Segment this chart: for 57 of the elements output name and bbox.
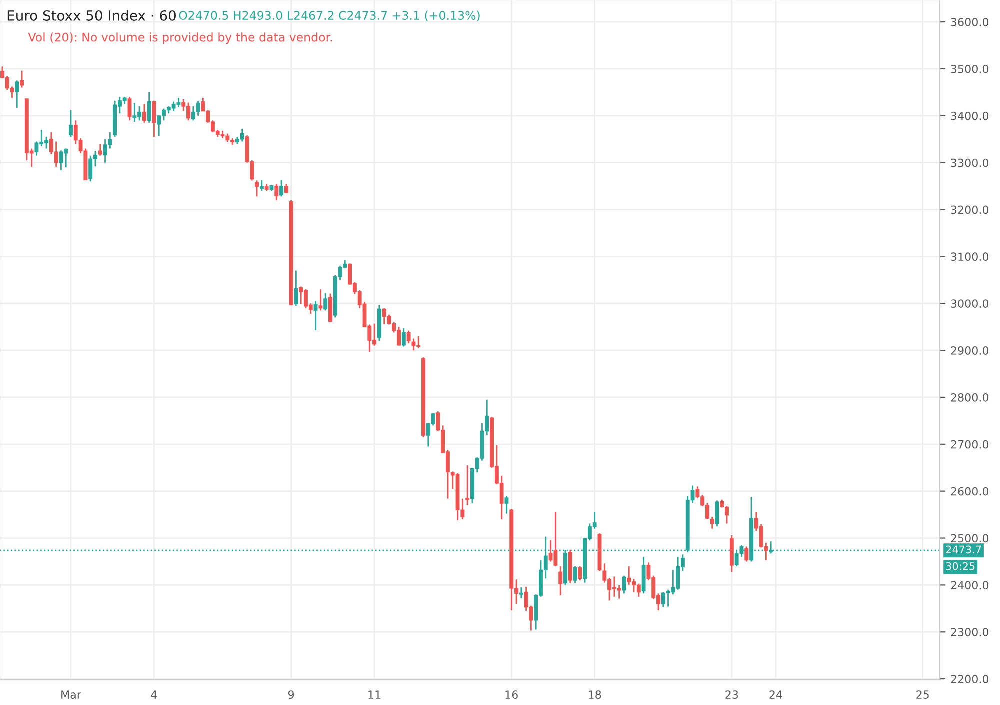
candlestick [324,292,328,312]
candlestick [142,103,146,124]
candlestick [20,70,24,88]
candlestick [260,180,264,192]
y-tick-label: 2500.0 [951,534,989,543]
y-tick-label: 2200.0 [951,675,989,684]
candlestick [147,91,152,124]
candlestick [280,180,284,198]
candlestick [558,566,563,596]
y-tick-label: 3000.0 [951,300,989,308]
candlestick [573,566,578,584]
candlestick [152,100,156,138]
candlestick [744,546,749,562]
ref-line-label: 2473.7 [946,546,982,554]
y-tick-label: 2600.0 [951,487,989,496]
candlestick [578,566,582,582]
y-tick-label: 2900.0 [951,346,989,355]
x-tick-label: 9 [288,690,294,700]
y-tick-label: 3600.0 [951,18,989,26]
candlestick [466,464,470,506]
x-tick-label: Mar [62,690,82,700]
candlestick [98,143,102,156]
x-tick-label: 23 [726,690,738,700]
y-tick-label: 3300.0 [951,158,989,168]
y-tick-label: 3400.0 [951,112,989,120]
candlestick [284,183,288,194]
y-tick-label: 2800.0 [951,393,989,402]
x-tick-label: 18 [588,690,602,700]
candlestick [314,300,318,332]
candlestick [504,495,509,515]
text: Euro Stoxx 50 Index · 60 [8,10,176,21]
candlestick [255,180,259,198]
candlestick [406,330,411,344]
candlestick [402,328,406,348]
text: 30:25 [946,562,975,570]
annotation: Vol (20): No volume is provided by the data vendor. [28,32,332,44]
candlestick [710,516,714,530]
candlestick [69,110,73,138]
x-tick-label: 11 [368,690,381,699]
candlestick [318,288,323,312]
candlestick [15,80,20,109]
y-tick-label: 2700.0 [951,440,989,449]
x-tick-label: 25 [916,690,929,700]
y-tick-label: 2300.0 [951,628,989,637]
x-tick-label: 16 [506,690,518,700]
candlestick [128,96,132,122]
candlestick [294,270,298,307]
y-tick-label: 3100.0 [951,252,989,262]
y-tick-label: 3200.0 [951,206,989,214]
x-tick-label: 24 [770,690,782,699]
candlestick [519,586,524,600]
x-tick-label: 4 [151,690,158,699]
candlestick [274,183,279,202]
y-tick-label: 3500.0 [951,64,989,74]
annotation: O2470.5 H2493.0 L2467.2 C2473.7 +3.1 (+0.13%) [179,10,480,22]
y-tick-label: 2400.0 [951,581,989,590]
candlestick [725,506,729,524]
